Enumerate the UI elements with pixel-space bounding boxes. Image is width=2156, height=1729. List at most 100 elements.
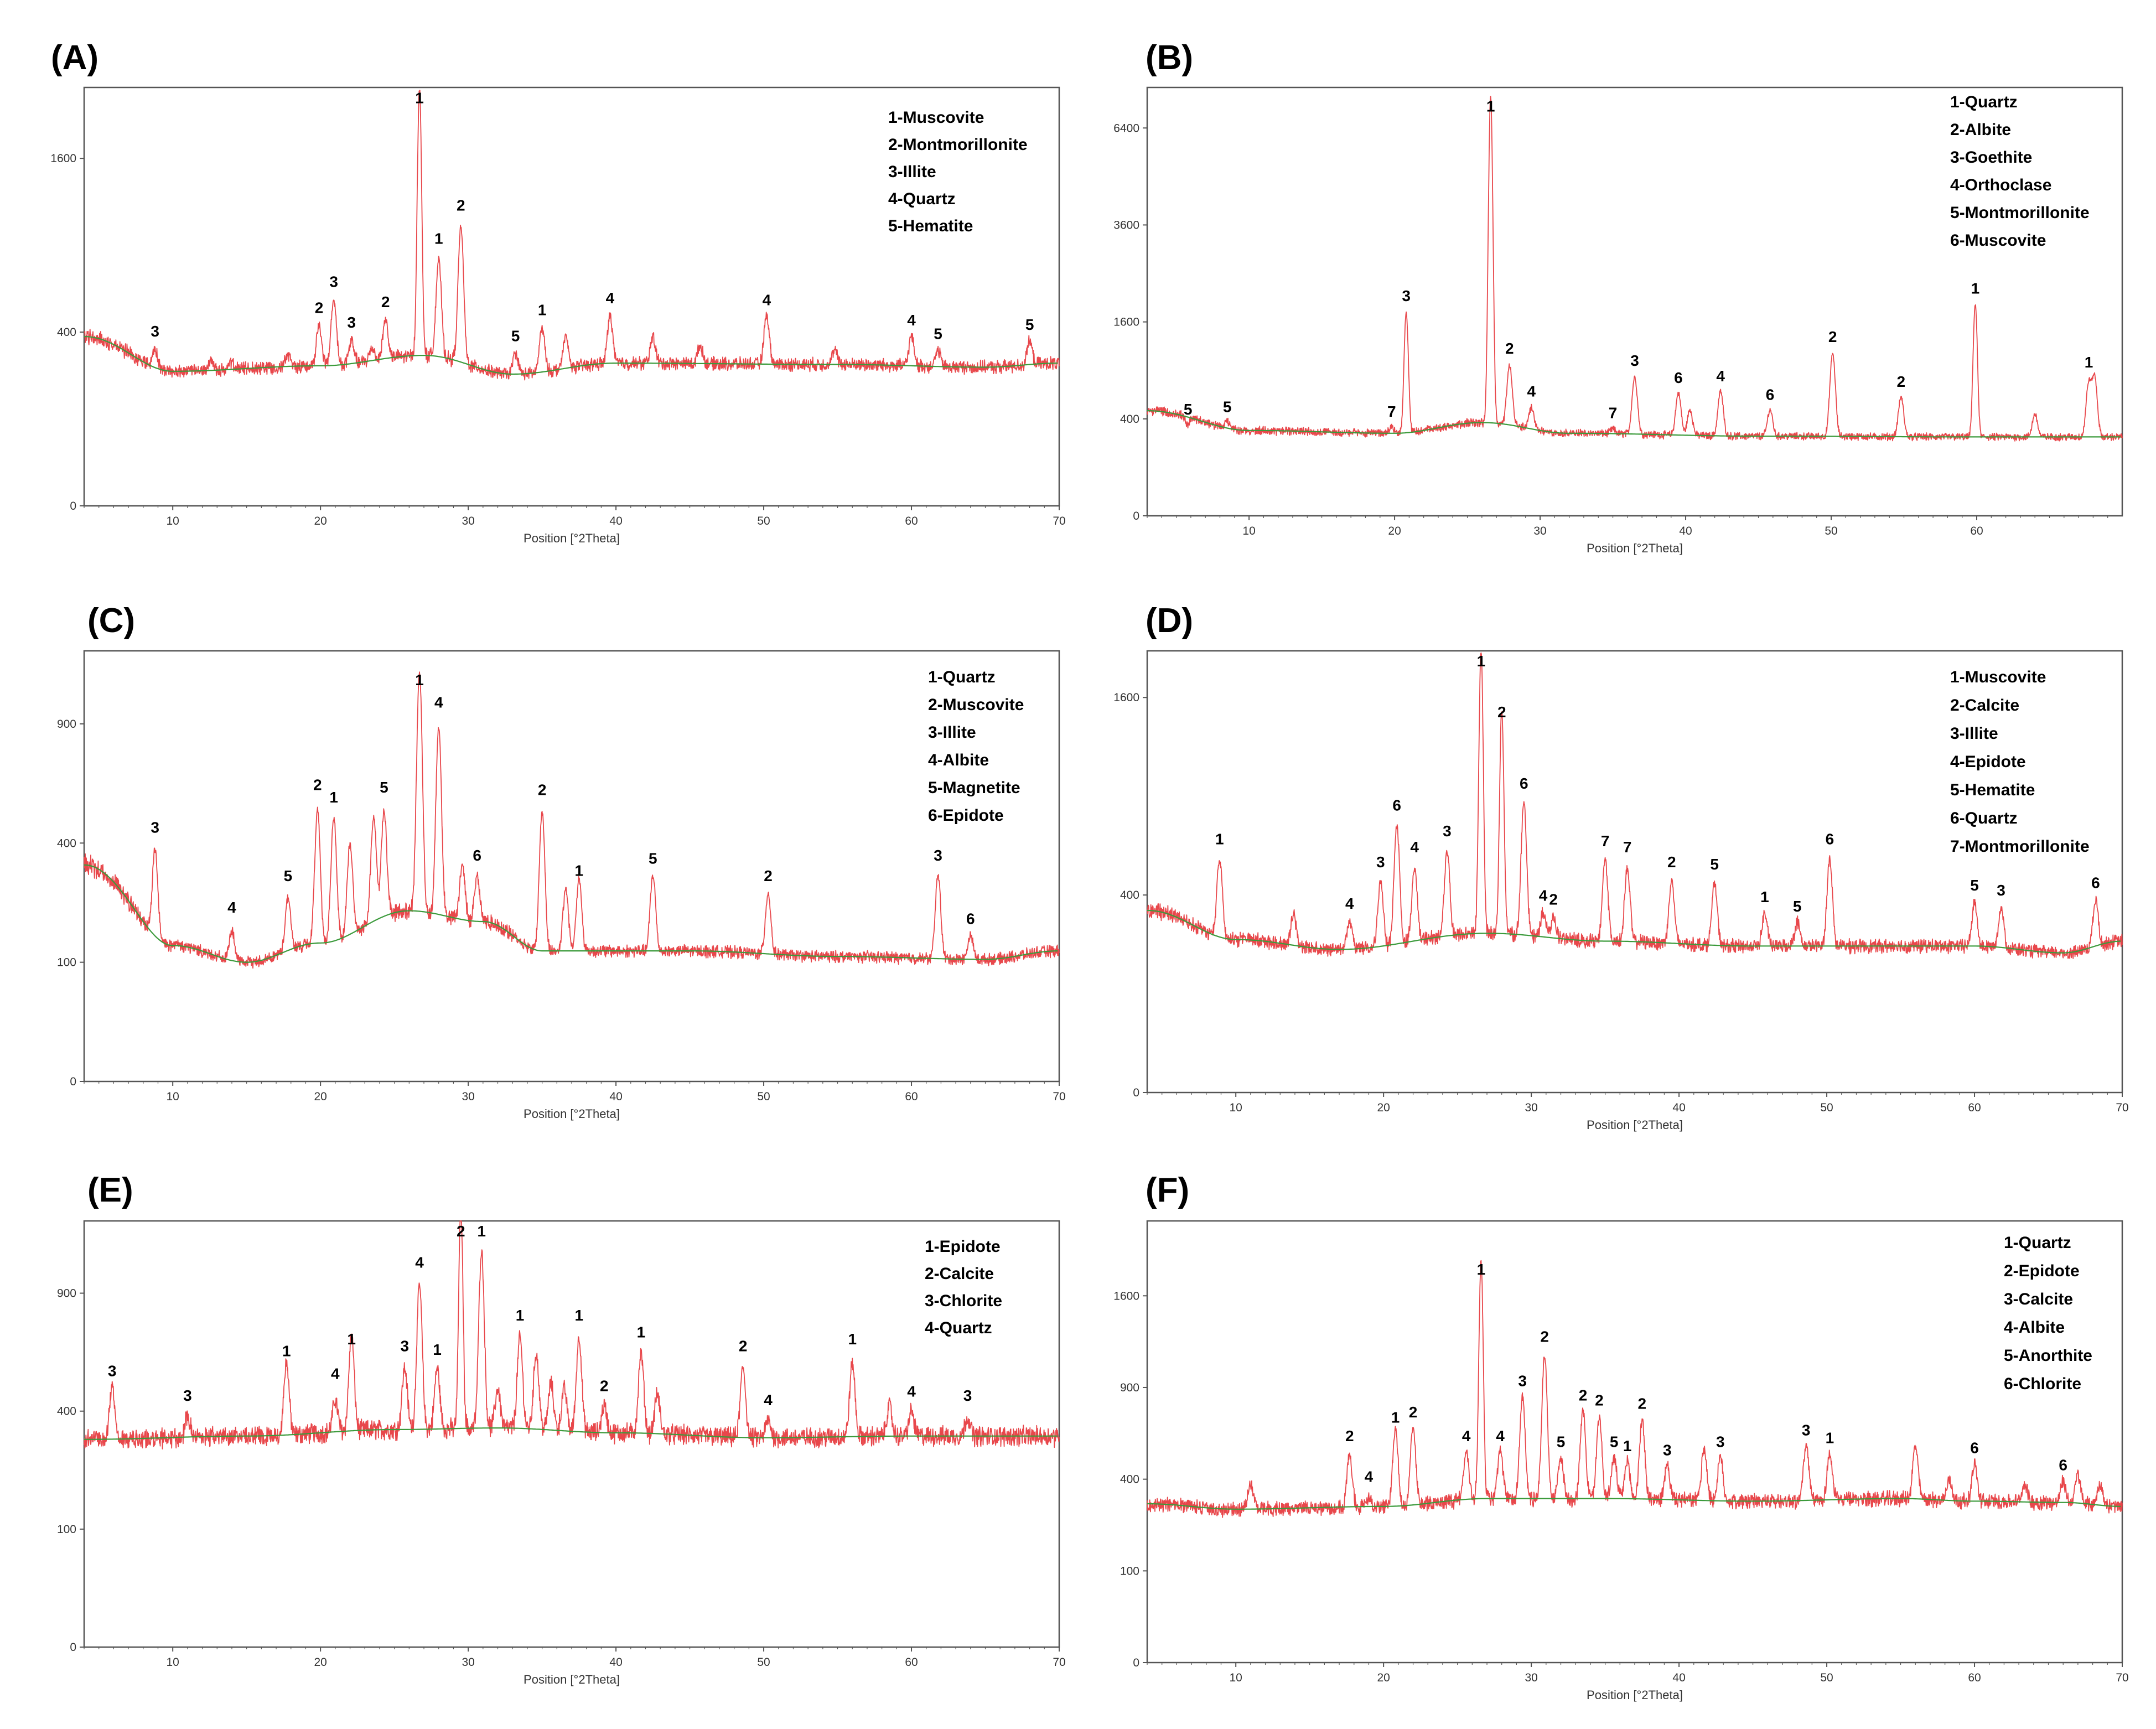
x-axis-title: Position [°2Theta] bbox=[524, 1107, 620, 1121]
peak-label: 4 bbox=[1527, 383, 1536, 400]
x-tick-label: 60 bbox=[905, 515, 918, 527]
peak-label: 4 bbox=[331, 1365, 340, 1382]
x-tick-label: 30 bbox=[1525, 1101, 1537, 1114]
series-background bbox=[1147, 1498, 2121, 1510]
plot-frame bbox=[1146, 86, 2123, 517]
x-tick-label: 50 bbox=[757, 515, 770, 527]
peak-label: 1 bbox=[1477, 653, 1486, 670]
legend-item: 4-Albite bbox=[928, 751, 989, 769]
peak-label: 2 bbox=[1667, 853, 1676, 871]
y-tick-label: 900 bbox=[57, 1287, 76, 1300]
x-tick-label: 70 bbox=[1053, 1656, 1065, 1669]
y-tick-label: 0 bbox=[1133, 1656, 1139, 1669]
peak-label: 3 bbox=[1518, 1373, 1527, 1390]
y-tick-label: 0 bbox=[70, 1075, 76, 1088]
panel-a: (A) 0 400 1600 10 20 30 40 50 60 70 Position [°2The… bbox=[50, 39, 1065, 545]
peak-label: 1 bbox=[848, 1331, 857, 1348]
x-tick-label: 10 bbox=[167, 1090, 179, 1103]
peak-label: 1 bbox=[1391, 1409, 1400, 1426]
x-axis-title: Position [°2Theta] bbox=[1587, 541, 1683, 555]
series-observed-pattern bbox=[1147, 652, 2123, 959]
peak-label: 3 bbox=[963, 1387, 972, 1404]
peak-label: 6 bbox=[966, 910, 975, 927]
peak-label: 4 bbox=[227, 899, 236, 916]
y-tick-label: 400 bbox=[57, 837, 76, 850]
y-tick-label: 1600 bbox=[1113, 316, 1139, 329]
legend-item: 1-Quartz bbox=[1950, 93, 2018, 111]
peak-label: 4 bbox=[1462, 1427, 1471, 1445]
peak-label: 4 bbox=[1365, 1468, 1374, 1485]
peak-label: 5 bbox=[511, 328, 520, 345]
peak-label: 2 bbox=[457, 1223, 465, 1240]
y-tick-label: 100 bbox=[57, 1523, 76, 1536]
x-tick-label: 20 bbox=[1377, 1101, 1390, 1114]
x-tick-label: 40 bbox=[609, 1656, 622, 1669]
y-tick-label: 400 bbox=[1120, 1473, 1139, 1486]
legend-item: 5-Anorthite bbox=[2004, 1347, 2092, 1365]
x-axis-title: Position [°2Theta] bbox=[524, 531, 620, 545]
peak-label: 4 bbox=[764, 1391, 773, 1409]
peak-label: 6 bbox=[1970, 1440, 1979, 1457]
y-tick-label: 6400 bbox=[1113, 122, 1139, 134]
peak-label: 3 bbox=[183, 1387, 192, 1404]
legend-item: 1-Muscovite bbox=[888, 108, 984, 127]
series-observed-pattern bbox=[84, 671, 1060, 969]
peak-label: 3 bbox=[329, 273, 338, 290]
legend-item: 6-Quartz bbox=[1950, 809, 2018, 827]
x-tick-label: 20 bbox=[314, 515, 326, 527]
peak-label: 4 bbox=[1410, 838, 1419, 856]
series-background bbox=[84, 1427, 1058, 1440]
x-tick-label: 50 bbox=[1825, 525, 1837, 537]
peak-label: 3 bbox=[1443, 822, 1452, 840]
peak-label: 2 bbox=[538, 781, 547, 798]
peak-label: 4 bbox=[763, 292, 771, 309]
peak-label: 1 bbox=[329, 789, 338, 806]
peak-label: 3 bbox=[1802, 1422, 1811, 1439]
peak-label: 6 bbox=[2091, 874, 2100, 892]
series-background bbox=[84, 335, 1058, 375]
peak-label: 3 bbox=[1997, 882, 2005, 899]
legend-item: 6-Epidote bbox=[928, 806, 1004, 825]
peak-label: 5 bbox=[284, 867, 293, 884]
y-tick-label: 1600 bbox=[50, 152, 76, 165]
peak-label: 1 bbox=[1623, 1437, 1632, 1454]
panel-label: (A) bbox=[51, 39, 99, 77]
peak-label: 1 bbox=[347, 1331, 356, 1348]
peak-label: 6 bbox=[1766, 386, 1775, 403]
peak-label: 4 bbox=[1539, 887, 1548, 904]
x-tick-label: 70 bbox=[2116, 1671, 2128, 1684]
x-tick-label: 10 bbox=[167, 515, 179, 527]
x-tick-label: 40 bbox=[1672, 1101, 1685, 1114]
x-tick-label: 40 bbox=[1672, 1671, 1685, 1684]
legend-item: 1-Quartz bbox=[2004, 1234, 2071, 1252]
peak-label: 2 bbox=[600, 1377, 609, 1394]
peak-label: 2 bbox=[1896, 373, 1905, 390]
peak-label: 3 bbox=[934, 847, 942, 864]
y-tick-label: 0 bbox=[1133, 1086, 1139, 1099]
peak-label: 3 bbox=[347, 314, 356, 331]
series-observed-pattern bbox=[1147, 96, 2123, 442]
panel-label: (E) bbox=[87, 1171, 133, 1209]
legend-item: 4-Albite bbox=[2004, 1318, 2065, 1337]
peak-label: 2 bbox=[1638, 1395, 1647, 1412]
y-tick-label: 100 bbox=[57, 956, 76, 969]
panel-b: (B) 0 400 1600 3600 6400 10 20 30 40 50 60 Position … bbox=[1113, 39, 2123, 555]
peak-label: 4 bbox=[415, 1254, 424, 1271]
peak-label: 1 bbox=[434, 230, 443, 247]
peak-label: 5 bbox=[1223, 398, 1232, 415]
panel-label: (C) bbox=[87, 602, 135, 640]
y-tick-label: 0 bbox=[70, 1641, 76, 1654]
legend-item: 6-Muscovite bbox=[1950, 231, 2046, 250]
peak-label: 4 bbox=[1496, 1427, 1505, 1445]
peak-label: 2 bbox=[1828, 328, 1837, 345]
peak-label: 1 bbox=[282, 1342, 291, 1359]
legend-item: 1-Muscovite bbox=[1950, 668, 2046, 686]
x-axis-title: Position [°2Theta] bbox=[1587, 1118, 1683, 1132]
panel-c: (C) 0 100 400 900 10 20 30 40 50 60 70 Position [°2T… bbox=[57, 602, 1066, 1121]
peak-label: 2 bbox=[1540, 1328, 1549, 1345]
y-tick-label: 900 bbox=[57, 718, 76, 731]
peak-label: 1 bbox=[1826, 1429, 1834, 1446]
legend-item: 6-Chlorite bbox=[2004, 1375, 2081, 1393]
x-tick-label: 30 bbox=[462, 1656, 474, 1669]
plot-frame bbox=[83, 650, 1060, 1083]
